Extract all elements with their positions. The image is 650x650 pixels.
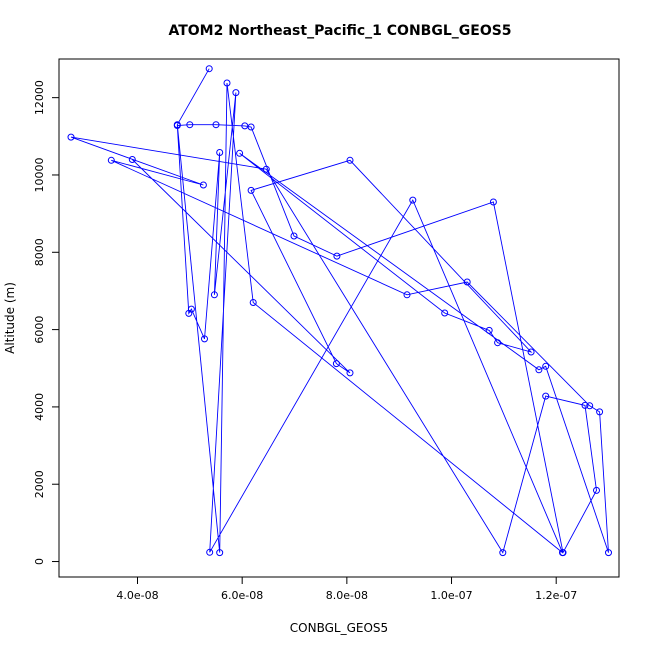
chart-title: ATOM2 Northeast_Pacific_1 CONBGL_GEOS5	[168, 23, 511, 39]
y-tick-label: 8000	[33, 238, 46, 266]
x-tick-label: 1.2e-07	[535, 589, 577, 602]
y-tick-label: 2000	[33, 470, 46, 498]
y-axis-label: Altitude (m)	[3, 282, 17, 354]
x-tick-label: 1.0e-07	[430, 589, 472, 602]
x-axis: 4.0e-08 6.0e-08 8.0e-08 1.0e-07 1.2e-07	[116, 577, 577, 602]
data-point	[535, 366, 543, 374]
data-point	[206, 548, 214, 556]
data-point	[332, 360, 340, 368]
data-point	[199, 181, 207, 189]
data-point	[186, 121, 194, 129]
x-tick-label: 6.0e-08	[221, 589, 263, 602]
plot-frame	[58, 58, 620, 578]
data-point	[128, 156, 136, 163]
data-point	[262, 165, 270, 173]
data-point	[247, 186, 255, 194]
y-axis: 0 2000 4000 6000 8000 10000 12000	[33, 80, 59, 565]
data-point	[346, 369, 354, 377]
data-point	[346, 156, 354, 164]
data-point	[205, 65, 213, 73]
y-tick-label: 12000	[33, 80, 46, 115]
data-point	[596, 408, 604, 416]
data-point	[216, 549, 224, 557]
data-point	[216, 149, 224, 156]
series-layer	[67, 65, 612, 557]
series-line	[70, 68, 609, 554]
data-point	[67, 133, 75, 141]
x-tick-label: 4.0e-08	[116, 589, 158, 602]
data-point	[499, 549, 507, 557]
data-point	[236, 149, 244, 157]
data-point	[463, 278, 471, 286]
data-point	[290, 232, 298, 240]
data-point	[107, 156, 115, 164]
data-point	[223, 79, 231, 87]
data-point	[581, 401, 589, 409]
data-point	[542, 362, 550, 370]
data-point	[605, 549, 612, 557]
y-tick-label: 0	[33, 558, 46, 565]
data-point	[249, 299, 257, 306]
data-point	[403, 291, 411, 299]
data-point	[441, 309, 449, 317]
y-tick-label: 4000	[33, 393, 46, 421]
y-tick-label: 6000	[33, 316, 46, 344]
x-tick-label: 8.0e-08	[326, 589, 368, 602]
data-point	[527, 348, 535, 356]
data-point	[586, 402, 594, 410]
data-point	[212, 121, 220, 129]
data-point	[559, 549, 567, 557]
data-point	[210, 291, 218, 299]
x-axis-label: CONBGL_GEOS5	[290, 621, 388, 635]
data-point	[201, 335, 208, 343]
data-point	[173, 122, 181, 129]
data-point	[185, 309, 193, 317]
data-point	[247, 123, 255, 131]
data-point	[409, 196, 417, 204]
data-point	[333, 252, 341, 260]
y-tick-label: 10000	[33, 157, 46, 192]
data-point	[593, 486, 600, 494]
data-point	[489, 198, 497, 206]
data-point	[542, 392, 550, 400]
data-point	[485, 326, 493, 334]
data-point	[494, 339, 502, 347]
data-point	[232, 89, 240, 97]
